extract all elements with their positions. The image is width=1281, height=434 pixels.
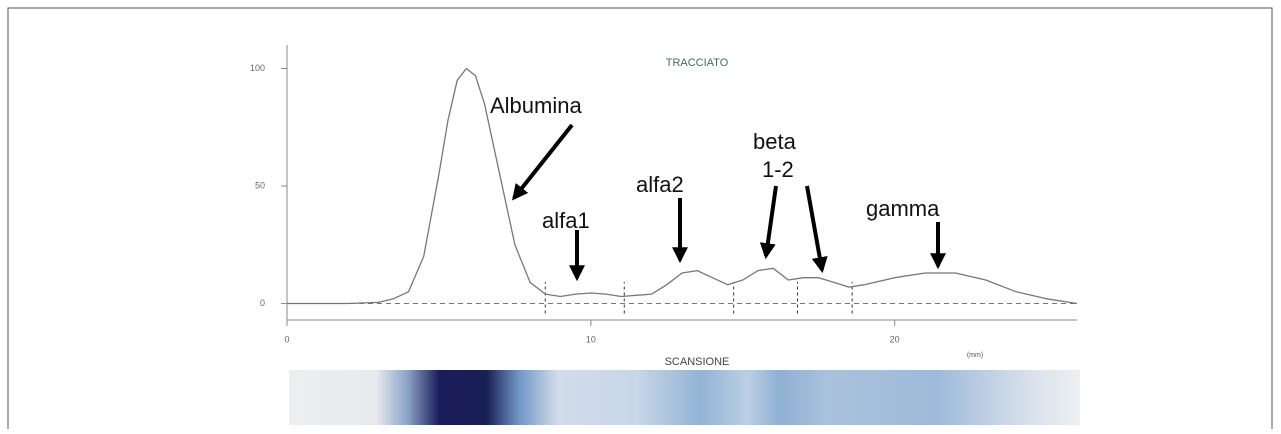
y-tick-label: 50 bbox=[255, 180, 265, 190]
page: {"chart_data": {"type": "line", "title":… bbox=[0, 0, 1281, 434]
annotation: alfa2 bbox=[636, 172, 684, 197]
x-axis-label: (mm) bbox=[967, 352, 983, 359]
chart-title: TRACCIATO bbox=[666, 57, 729, 69]
x-tick-label: 20 bbox=[890, 334, 900, 344]
y-tick-label: 100 bbox=[250, 63, 265, 73]
arrow bbox=[807, 186, 822, 270]
y-tick-label: 0 bbox=[260, 298, 265, 308]
annotation: gamma bbox=[866, 196, 940, 221]
subtitle: SCANSIONE bbox=[665, 356, 730, 368]
annotation: beta bbox=[753, 129, 797, 154]
chart: TRACCIATO SCANSIONE (mm) 0 50 100 0 10 20 Albu… bbox=[0, 0, 1281, 429]
annotation: Albumina bbox=[490, 93, 582, 118]
x-tick-label: 0 bbox=[284, 334, 289, 344]
arrow bbox=[766, 186, 776, 256]
x-tick-label: 10 bbox=[586, 334, 596, 344]
annotation: alfa1 bbox=[542, 208, 590, 233]
annotation: 1-2 bbox=[762, 157, 794, 182]
scan-strip bbox=[289, 370, 1080, 425]
arrow bbox=[514, 125, 572, 198]
frame bbox=[8, 8, 1272, 429]
